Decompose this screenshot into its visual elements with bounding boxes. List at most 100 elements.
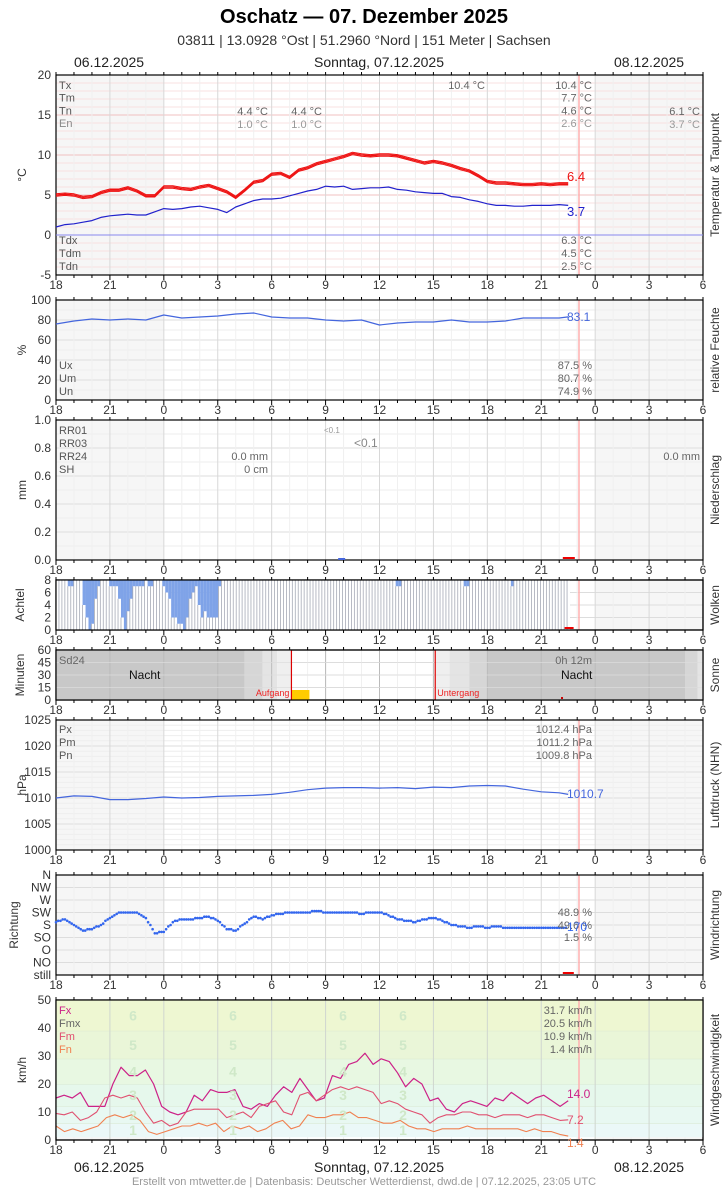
- night-label: Nacht: [561, 668, 593, 682]
- svg-text:87.5 %: 87.5 %: [558, 360, 592, 372]
- pressure-title: Luftdruck (NHN): [708, 742, 722, 829]
- clouds-xtick: 3: [214, 633, 221, 647]
- sunshine-ytick: 0: [44, 693, 51, 707]
- wind_direction-xtick: 0: [592, 978, 599, 992]
- wind_speed-xtick: 9: [322, 1143, 329, 1157]
- wind_direction-ytick: SW: [32, 906, 52, 920]
- temperature-ytick: 0: [44, 228, 51, 242]
- clouds-xtick: 9: [322, 633, 329, 647]
- sunshine-bar: [291, 690, 310, 700]
- temperature-ylabel: °C: [15, 168, 29, 182]
- beaufort-label: 4: [229, 1063, 237, 1079]
- svg-text:1.4 km/h: 1.4 km/h: [550, 1044, 592, 1056]
- wind_speed-xtick: 0: [592, 1143, 599, 1157]
- wind_direction-ytick: SO: [34, 931, 51, 945]
- temperature-xtick: 0: [160, 278, 167, 292]
- legend-Un: Un: [59, 386, 73, 398]
- svg-text:10.4 °C: 10.4 °C: [555, 80, 592, 92]
- missing-data-marker: [562, 972, 574, 974]
- temperature-xtick: 15: [427, 278, 441, 292]
- temperature-xtick: 6: [700, 278, 707, 292]
- sunshine-xtick: 21: [535, 703, 549, 717]
- beaufort-label: 6: [399, 1007, 407, 1023]
- precipitation-xtick: 9: [322, 563, 329, 577]
- svg-text:10.9 km/h: 10.9 km/h: [544, 1031, 592, 1043]
- legend-Pm: Pm: [59, 737, 76, 749]
- beaufort-label: 4: [399, 1063, 407, 1079]
- clouds-xtick: 6: [700, 633, 707, 647]
- wind_speed-xtick: 15: [427, 1143, 441, 1157]
- sunshine-ytick: 45: [38, 656, 52, 670]
- legend-Tdx: Tdx: [59, 235, 78, 247]
- humidity-xtick: 6: [268, 403, 275, 417]
- precipitation-ytick: 0.2: [34, 525, 51, 539]
- temperature-ytick: 5: [44, 188, 51, 202]
- wind_speed-xtick: 21: [535, 1143, 549, 1157]
- temp-min-line: [55, 154, 569, 200]
- sunshine-xtick: 18: [481, 703, 495, 717]
- humidity-xtick: 9: [322, 403, 329, 417]
- wind_direction-ytick: W: [40, 893, 52, 907]
- precipitation-xtick: 18: [481, 563, 495, 577]
- sunshine-xtick: 6: [268, 703, 275, 717]
- precipitation-ytick: 0.4: [34, 497, 51, 511]
- beaufort-label: 6: [129, 1007, 137, 1023]
- sunshine-xtick: 21: [103, 703, 117, 717]
- svg-text:0 cm: 0 cm: [244, 464, 268, 476]
- wind_direction-xtick: 3: [214, 978, 221, 992]
- sunshine-xtick: 9: [322, 703, 329, 717]
- legend-RR24: RR24: [59, 451, 87, 463]
- wind_direction-xtick: 15: [427, 978, 441, 992]
- wind_speed-xtick: 18: [49, 1143, 63, 1157]
- wind_speed-xtick: 6: [268, 1143, 275, 1157]
- sunshine-ylabel: Minuten: [13, 654, 27, 697]
- humidity-ylabel: %: [15, 344, 29, 355]
- beaufort-label: 2: [129, 1107, 137, 1123]
- precipitation-xtick: 3: [646, 563, 653, 577]
- last-temp-value: 6.4: [567, 169, 585, 184]
- clouds-xtick: 21: [535, 633, 549, 647]
- humidity-title: relative Feuchte: [708, 307, 722, 393]
- wind_direction-xtick: 21: [103, 978, 117, 992]
- humidity-xtick: 0: [160, 403, 167, 417]
- clouds-xtick: 21: [103, 633, 117, 647]
- wind_speed-xtick: 3: [646, 1143, 653, 1157]
- precipitation-xtick: 3: [214, 563, 221, 577]
- clouds-xtick: 15: [427, 633, 441, 647]
- wind_speed-xtick: 21: [103, 1143, 117, 1157]
- precipitation-xtick: 21: [535, 563, 549, 577]
- clouds-ytick: 8: [44, 573, 51, 587]
- beaufort-label: 5: [339, 1037, 347, 1053]
- temperature-xtick: 9: [322, 278, 329, 292]
- beaufort-label: 5: [229, 1037, 237, 1053]
- legend-Tdm: Tdm: [59, 248, 81, 260]
- wind_direction-xtick: 9: [322, 978, 329, 992]
- temperature-title: Temperatur & Taupunkt: [708, 112, 722, 237]
- precipitation-title: Niederschlag: [708, 455, 722, 525]
- humidity-xtick: 15: [427, 403, 441, 417]
- wind_direction-ytick: still: [34, 968, 51, 982]
- wind_direction-xtick: 3: [646, 978, 653, 992]
- humidity-xtick: 18: [481, 403, 495, 417]
- svg-text:4.5 °C: 4.5 °C: [561, 248, 592, 260]
- legend-Ux: Ux: [59, 360, 73, 372]
- missing-data-marker: [562, 557, 575, 559]
- sunshine-xtick: 3: [214, 703, 221, 717]
- svg-text:1.0 °C: 1.0 °C: [291, 119, 322, 131]
- legend-Px: Px: [59, 724, 72, 736]
- beaufort-label: 5: [129, 1037, 137, 1053]
- svg-text:1011.2 hPa: 1011.2 hPa: [537, 737, 593, 749]
- page-title: Oschatz — 07. Dezember 2025: [220, 6, 508, 28]
- beaufort-label: 2: [339, 1107, 347, 1123]
- legend-Fmx: Fmx: [59, 1018, 81, 1030]
- legend-Tx: Tx: [59, 80, 72, 92]
- legend-SH: SH: [59, 464, 74, 476]
- date-left-bottom: 06.12.2025: [74, 1159, 145, 1175]
- mean-wind-line: [55, 1086, 569, 1127]
- wind_speed-ytick: 40: [38, 1021, 52, 1035]
- svg-text:31.7 km/h: 31.7 km/h: [544, 1005, 592, 1017]
- temperature-xtick: 3: [646, 278, 653, 292]
- wind_speed-xtick: 6: [700, 1143, 707, 1157]
- svg-text:2.6 °C: 2.6 °C: [561, 118, 592, 130]
